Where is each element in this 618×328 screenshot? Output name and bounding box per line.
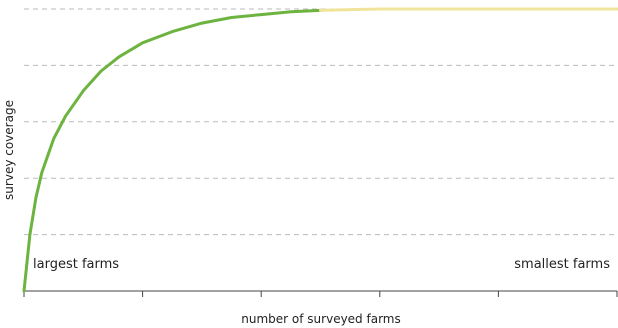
y-axis-title: survey coverage — [2, 100, 16, 200]
annotation-largest-farms: largest farms — [33, 257, 119, 272]
x-axis-title: number of surveyed farms — [241, 312, 400, 326]
gridlines — [24, 8, 617, 236]
axes — [23, 290, 618, 297]
annotation-smallest-farms: smallest farms — [514, 257, 610, 272]
series-surveyed-line — [22, 8, 322, 293]
series-lines — [22, 7, 618, 293]
series-remaining-line — [319, 7, 618, 12]
